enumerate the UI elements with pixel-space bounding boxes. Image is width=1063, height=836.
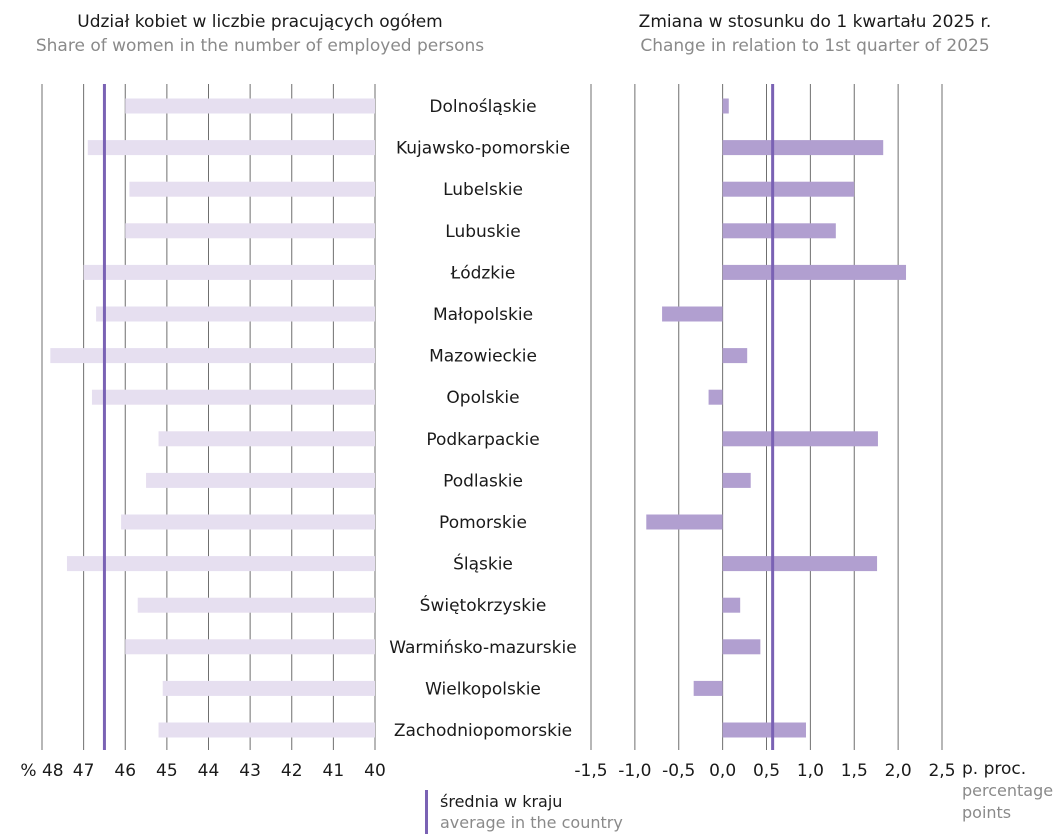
unit-en: percentage points <box>962 781 1054 822</box>
right-title-en: Change in relation to 1st quarter of 202… <box>640 36 990 56</box>
left-bar <box>87 140 375 156</box>
left-tick-label: 40 <box>364 761 386 781</box>
category-label: Śląskie <box>453 553 513 575</box>
left-bar <box>125 223 375 239</box>
right-bar <box>662 306 723 322</box>
right-bar <box>722 556 878 572</box>
right-tick-label: -1,0 <box>618 761 651 781</box>
right-bar <box>722 472 751 488</box>
right-tick-label: -1,5 <box>574 761 607 781</box>
right-bar <box>693 680 723 696</box>
left-tick-label: % 48 <box>20 761 63 781</box>
category-label: Świętokrzyskie <box>420 594 547 616</box>
right-bar <box>722 431 878 447</box>
category-label: Zachodniopomorskie <box>394 721 572 741</box>
left-tick-label: 45 <box>156 761 178 781</box>
left-bar <box>121 514 376 530</box>
right-bar <box>708 389 723 405</box>
left-bar <box>162 680 375 696</box>
category-label: Lubelskie <box>443 180 523 200</box>
left-bar <box>146 472 375 488</box>
unit-pl: p. proc. <box>962 759 1027 779</box>
category-label: Lubuskie <box>445 222 520 242</box>
left-tick-label: 43 <box>239 761 261 781</box>
right-bar <box>722 639 761 655</box>
right-bar <box>722 181 855 197</box>
right-chart-title: Zmiana w stosunku do 1 kwartału 2025 r. … <box>580 10 1050 58</box>
left-bar <box>66 556 375 572</box>
right-bar <box>722 597 741 613</box>
legend-average-swatch <box>425 790 428 834</box>
left-bar <box>125 98 375 114</box>
category-label: Kujawsko-pomorskie <box>396 139 570 159</box>
right-bar <box>722 223 836 239</box>
category-label: Warmińsko-mazurskie <box>389 638 576 658</box>
left-bar <box>158 431 375 447</box>
right-bar <box>722 98 729 114</box>
right-bar <box>722 722 806 738</box>
right-tick-label: 0,5 <box>753 761 780 781</box>
left-tick-label: 42 <box>281 761 303 781</box>
category-label: Opolskie <box>446 388 519 408</box>
right-tick-label: 0,0 <box>709 761 736 781</box>
right-bar <box>722 348 748 364</box>
left-tick-label: 46 <box>114 761 136 781</box>
right-tick-label: 1,0 <box>797 761 824 781</box>
left-tick-label: 47 <box>73 761 95 781</box>
right-bar <box>722 140 884 156</box>
right-bar <box>646 514 723 530</box>
left-tick-label: 41 <box>323 761 345 781</box>
category-label: Podkarpackie <box>426 430 539 450</box>
right-axis-unit: p. proc. percentage points <box>962 758 1062 824</box>
left-bar <box>91 389 375 405</box>
left-title-en: Share of women in the number of employed… <box>35 36 485 56</box>
legend-label-en: average in the country <box>440 813 623 832</box>
left-bar <box>125 639 375 655</box>
category-label: Wielkopolskie <box>425 679 541 699</box>
right-title-pl: Zmiana w stosunku do 1 kwartału 2025 r. <box>638 12 992 32</box>
right-bar <box>722 264 907 280</box>
left-bar <box>96 306 376 322</box>
category-label: Małopolskie <box>433 305 533 325</box>
category-label: Łódzkie <box>450 263 516 283</box>
right-tick-label: -0,5 <box>662 761 695 781</box>
left-title-pl: Udział kobiet w liczbie pracujących ogół… <box>77 12 443 32</box>
category-label: Podlaskie <box>443 471 523 491</box>
left-bar <box>137 597 375 613</box>
left-chart-title: Udział kobiet w liczbie pracujących ogół… <box>20 10 500 58</box>
legend-label-pl: średnia w kraju <box>440 792 563 811</box>
right-tick-label: 2,0 <box>885 761 912 781</box>
category-label: Pomorskie <box>439 513 527 533</box>
category-label: Dolnośląskie <box>429 97 536 117</box>
left-bar <box>158 722 375 738</box>
left-bar <box>129 181 375 197</box>
left-bar <box>50 348 375 364</box>
right-tick-label: 2,5 <box>928 761 955 781</box>
right-tick-label: 1,5 <box>841 761 868 781</box>
left-bar <box>83 264 375 280</box>
left-tick-label: 44 <box>198 761 220 781</box>
category-label: Mazowieckie <box>429 347 537 367</box>
